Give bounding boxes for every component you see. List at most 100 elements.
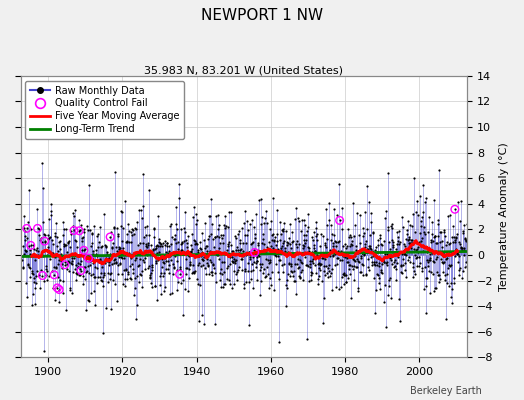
Point: [132, 316, 140, 322]
Point: [100, 270, 108, 277]
Point: [142, 241, 150, 247]
Point: [162, 242, 171, 249]
Point: [275, 339, 283, 346]
Point: [250, 249, 259, 256]
Point: [362, 238, 370, 245]
Point: [405, 254, 413, 260]
Point: [307, 272, 315, 278]
Point: [253, 254, 261, 260]
Point: [221, 213, 229, 219]
Point: [98, 242, 106, 249]
Point: [245, 279, 254, 285]
Point: [414, 248, 423, 255]
Point: [284, 249, 292, 255]
Point: [18, 243, 27, 250]
Point: [114, 233, 123, 239]
Point: [447, 234, 456, 240]
Point: [408, 237, 416, 243]
Point: [297, 259, 305, 266]
Point: [281, 250, 289, 256]
Point: [136, 256, 144, 262]
Point: [204, 263, 213, 269]
Point: [243, 218, 251, 224]
Point: [96, 256, 104, 262]
Point: [337, 284, 345, 290]
Point: [297, 228, 305, 234]
Point: [402, 246, 411, 252]
Point: [221, 281, 230, 288]
Point: [312, 218, 320, 225]
Point: [345, 233, 353, 240]
Point: [26, 247, 35, 253]
Point: [68, 255, 77, 261]
Point: [358, 272, 367, 278]
Point: [220, 269, 228, 276]
Point: [403, 231, 411, 237]
Point: [77, 258, 85, 265]
Point: [398, 224, 407, 230]
Point: [204, 232, 213, 239]
Point: [112, 259, 120, 265]
Point: [182, 237, 190, 244]
Point: [179, 312, 188, 318]
Point: [365, 267, 374, 273]
Point: [269, 195, 277, 202]
Point: [407, 240, 416, 246]
Point: [303, 211, 312, 218]
Point: [443, 280, 452, 286]
Point: [203, 256, 211, 263]
Point: [22, 247, 30, 254]
Point: [215, 256, 223, 262]
Point: [65, 238, 73, 244]
Point: [95, 239, 103, 245]
Point: [118, 271, 127, 277]
Point: [69, 268, 77, 275]
Point: [178, 239, 186, 245]
Point: [144, 248, 152, 254]
Point: [352, 242, 360, 249]
Point: [227, 242, 235, 248]
Point: [423, 258, 432, 265]
Point: [225, 238, 233, 245]
Point: [230, 256, 238, 262]
Point: [313, 281, 322, 287]
Point: [190, 269, 199, 276]
Point: [451, 239, 460, 245]
Point: [140, 266, 149, 272]
Point: [438, 250, 446, 256]
Point: [47, 252, 56, 258]
Point: [103, 278, 112, 285]
Point: [232, 271, 240, 277]
Point: [159, 240, 167, 246]
Point: [223, 246, 232, 253]
Point: [323, 274, 332, 280]
Point: [264, 246, 272, 253]
Point: [160, 288, 168, 294]
Point: [394, 234, 402, 240]
Point: [359, 262, 367, 268]
Point: [180, 248, 188, 255]
Point: [156, 240, 165, 247]
Point: [236, 236, 244, 243]
Point: [136, 270, 145, 277]
Point: [314, 273, 323, 279]
Point: [213, 252, 222, 258]
Point: [183, 244, 192, 250]
Point: [448, 286, 456, 292]
Point: [237, 225, 246, 232]
Point: [49, 250, 57, 256]
Point: [237, 246, 245, 253]
Point: [89, 250, 97, 257]
Point: [198, 248, 206, 255]
Point: [71, 238, 80, 244]
Point: [391, 246, 400, 252]
Point: [289, 273, 297, 279]
Point: [401, 252, 410, 258]
Point: [162, 249, 170, 256]
Point: [430, 288, 439, 294]
Point: [365, 199, 373, 205]
Point: [206, 213, 214, 219]
Point: [196, 282, 204, 288]
Point: [35, 272, 43, 278]
Point: [398, 269, 406, 276]
